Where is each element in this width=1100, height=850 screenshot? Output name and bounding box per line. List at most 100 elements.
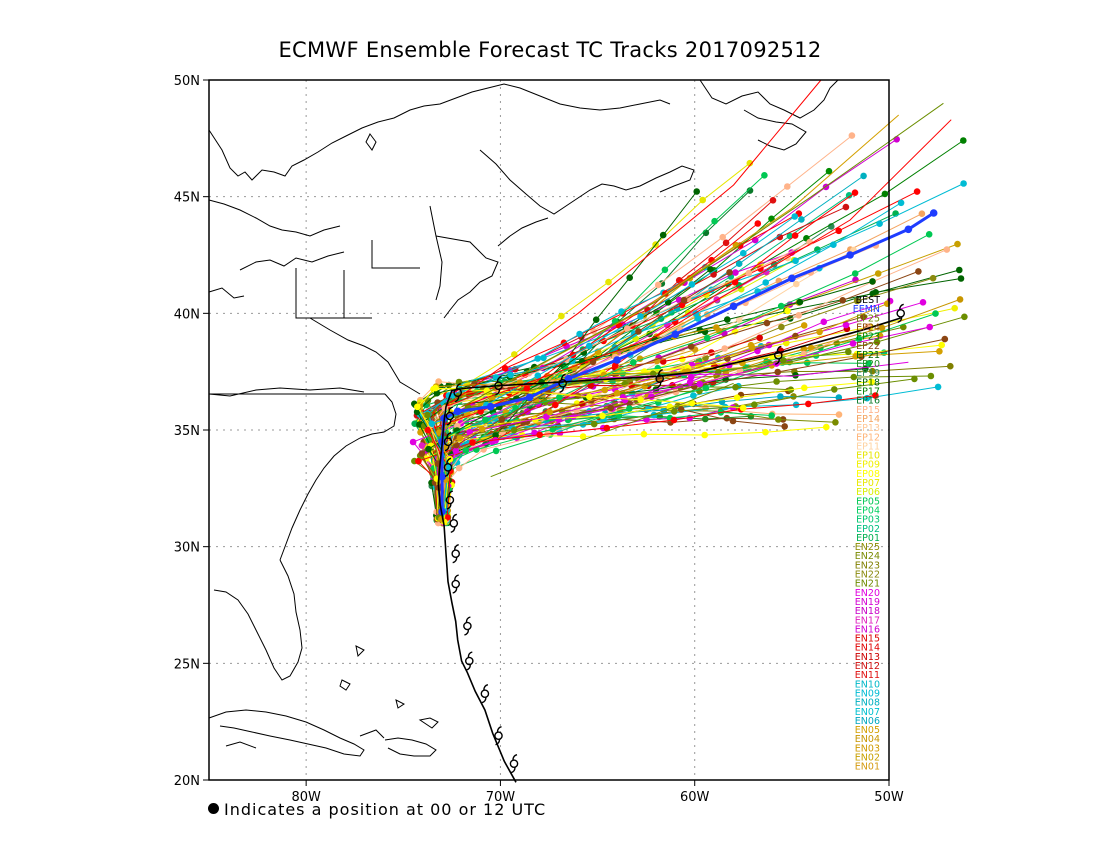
coastline-segment: [208, 709, 365, 757]
ensemble-track-position: [913, 188, 921, 195]
ensemble-track-position: [694, 315, 702, 322]
legend-entry: EP16: [856, 396, 880, 407]
ensemble-track-position: [832, 419, 839, 426]
coastline-segment: [743, 109, 807, 151]
hurricane-symbol-arm: [510, 767, 516, 774]
ensemble-track-position: [702, 415, 709, 423]
footnote-text: Indicates a position at 00 or 12 UTC: [224, 800, 547, 819]
hurricane-symbol-arm: [464, 629, 470, 636]
ensemble-track-position: [762, 279, 769, 286]
hurricane-symbol-arm: [448, 490, 454, 497]
coastline-segment: [295, 268, 372, 319]
ensemble-track: [436, 245, 876, 512]
ensemble-track: [433, 270, 919, 513]
legend-entry: EP14: [856, 414, 880, 425]
legend-entry: EN18: [855, 606, 880, 617]
hurricane-symbol-ring: [445, 411, 455, 421]
hurricane-symbol-arm: [481, 697, 487, 704]
legend-entry: EP01: [856, 533, 880, 544]
ensemble-track: [427, 223, 759, 518]
ensemble-track-position: [926, 323, 933, 331]
coastline-segment: [208, 199, 341, 237]
ensemble-track: [440, 194, 850, 524]
x-tick-label: 70W: [486, 790, 516, 805]
ensemble-track-position: [599, 412, 606, 420]
ensemble-mean-position: [904, 225, 913, 234]
hurricane-symbol-arm: [448, 406, 454, 413]
legend-entry: EN20: [855, 588, 880, 599]
ensemble-track-position: [784, 183, 791, 190]
ensemble-track-position: [773, 378, 780, 385]
ensemble-track-position: [578, 358, 586, 365]
ensemble-track-position: [791, 232, 799, 239]
x-tick-label: 60W: [680, 790, 710, 805]
ensemble-track-position: [686, 378, 694, 386]
ensemble-track-position: [507, 371, 514, 379]
hurricane-symbol-icon: [509, 754, 519, 774]
y-tick-label: 40N: [174, 307, 200, 322]
hurricane-symbol-arm: [444, 445, 450, 452]
ensemble-track-position: [911, 375, 918, 383]
hurricane-symbol-icon: [773, 345, 783, 365]
ensemble-track-position: [626, 405, 633, 412]
ensemble-track-position: [670, 408, 678, 415]
ensemble-track-position: [592, 316, 600, 324]
ensemble-track-position: [872, 289, 879, 296]
ensemble-track-position: [716, 327, 723, 335]
hurricane-symbol-arm: [656, 382, 662, 389]
legend-entry: EN14: [855, 643, 880, 654]
hurricane-symbol-ring: [445, 495, 455, 505]
ensemble-track: [421, 338, 945, 520]
ensemble-track-position: [745, 269, 753, 277]
ensemble-track-position: [769, 197, 777, 204]
ensemble-track-position: [482, 416, 489, 424]
ensemble-track-position: [635, 328, 642, 335]
ensemble-track-position: [947, 362, 954, 370]
ensemble-track-position: [751, 401, 758, 409]
legend-entry: EP11: [856, 441, 880, 452]
hurricane-symbol-icon: [558, 373, 567, 393]
ensemble-track-position: [831, 386, 838, 393]
ensemble-track-position: [719, 233, 726, 241]
ensemble-track-position: [605, 278, 612, 286]
ensemble-track: [417, 395, 876, 519]
legend-entry: EP23: [856, 332, 880, 343]
coastline-segment: [479, 149, 695, 215]
coastline-segment: [339, 679, 351, 691]
ensemble-track-position: [556, 394, 563, 401]
hurricane-symbol-icon: [480, 684, 490, 704]
ensemble-mean-position: [788, 274, 796, 283]
ensemble-track-position: [696, 387, 703, 395]
coastline-segment: [435, 235, 499, 319]
ensemble-track-position: [793, 280, 800, 288]
legend-entry: EP22: [856, 341, 880, 352]
ensemble-track-outlier: [490, 382, 734, 478]
best-track: [437, 303, 906, 783]
ensemble-track-position: [469, 439, 476, 446]
ensemble-track-position: [546, 408, 553, 416]
ensemble-track-position: [791, 213, 798, 220]
ensemble-track-position: [452, 447, 460, 455]
x-tick-label: 50W: [874, 790, 904, 805]
ensemble-track-position: [511, 351, 518, 358]
ensemble-track-position: [415, 457, 422, 465]
legend-entry: EP06: [856, 487, 880, 498]
legend-entry: EP21: [856, 350, 880, 361]
ensemble-track-position: [702, 384, 710, 392]
coastline-segment: [208, 387, 365, 397]
ensemble-track-position: [576, 330, 583, 338]
ensemble-track: [430, 191, 698, 516]
hurricane-symbol-ring: [453, 388, 463, 398]
ensemble-track-position: [781, 423, 788, 430]
legend-entry: BEST: [856, 295, 881, 306]
hurricane-symbol-arm: [483, 684, 489, 691]
ensemble-track-position: [878, 324, 886, 332]
ensemble-track-position: [932, 310, 939, 317]
ensemble-track-position: [775, 416, 782, 423]
ensemble-track-position: [424, 426, 432, 434]
ensemble-track-position: [607, 404, 614, 412]
ensemble-track: [425, 135, 853, 517]
ensemble-track-position: [938, 341, 945, 349]
ensemble-track-position: [860, 313, 867, 321]
ensemble-mean-position: [729, 302, 738, 311]
